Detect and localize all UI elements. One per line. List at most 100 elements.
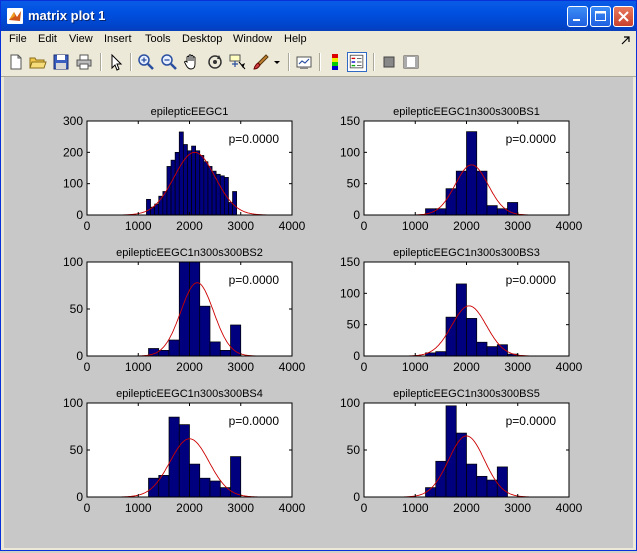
menu-window[interactable]: Window: [233, 33, 273, 45]
normal-fit-curve: [385, 435, 548, 498]
toolbar-separator: [373, 53, 375, 71]
menu-help[interactable]: Help: [284, 33, 307, 45]
histogram-bar: [435, 460, 447, 498]
save-icon[interactable]: [51, 52, 71, 72]
histogram-bar: [445, 316, 457, 357]
x-tick-label: 4000: [556, 501, 583, 515]
subplot-3: 0 1000 2000 3000 4000 0 50 100 epilepticEEGC1n30…: [63, 247, 306, 374]
figure-canvas[interactable]: 0 1000 2000 3000 4000 0 100 200 300 epilepticEEGC…: [4, 77, 633, 548]
p-value-annotation: p=0.0000: [506, 132, 557, 146]
y-tick-label: 0: [76, 208, 83, 222]
x-tick-label: 0: [361, 501, 368, 515]
x-tick-label: 4000: [279, 501, 306, 515]
y-tick-label: 50: [347, 318, 361, 332]
histogram-bar: [476, 341, 488, 357]
menu-bar: File Edit View Insert Tools Desktop Wind…: [1, 31, 636, 49]
rotate-3d-icon[interactable]: [205, 52, 225, 72]
histogram-bar: [178, 424, 190, 498]
menu-edit[interactable]: Edit: [38, 33, 57, 45]
close-button[interactable]: [613, 6, 634, 27]
histogram-bar: [189, 261, 201, 357]
zoom-out-icon[interactable]: [159, 52, 179, 72]
y-tick-label: 0: [353, 490, 360, 504]
subplot-4: 0 1000 2000 3000 4000 0 50 100 150 epilepticEEGC1…: [340, 247, 583, 374]
x-tick-label: 3000: [504, 360, 531, 374]
brush-dropdown-icon[interactable]: [271, 52, 283, 72]
normal-fit-curve: [101, 438, 278, 498]
y-tick-label: 150: [340, 114, 360, 128]
subplot-title: epilepticEEGC1n300s300BS1: [393, 106, 540, 118]
brush-icon[interactable]: [251, 52, 271, 72]
histogram-bar: [146, 198, 151, 216]
histogram-bar: [187, 150, 192, 216]
subplot-title: epilepticEEGC1n300s300BS4: [116, 388, 263, 400]
histogram-bar: [476, 475, 488, 498]
histogram-bar: [476, 170, 488, 216]
minimize-icon: [573, 19, 580, 21]
y-tick-label: 100: [63, 255, 83, 269]
data-cursor-icon[interactable]: [228, 52, 248, 72]
histogram-bar: [195, 150, 201, 216]
open-file-icon[interactable]: [28, 52, 48, 72]
normal-fit-curve: [397, 164, 546, 216]
y-tick-label: 100: [340, 286, 360, 300]
y-tick-label: 0: [353, 208, 360, 222]
histogram-bar: [209, 341, 221, 357]
histogram-bar: [199, 305, 211, 357]
y-tick-label: 100: [340, 145, 360, 159]
normal-fit-curve: [390, 305, 548, 357]
title-bar[interactable]: matrix plot 1: [1, 1, 636, 31]
p-value-annotation: p=0.0000: [229, 273, 280, 287]
close-icon: [618, 11, 629, 22]
histogram-bar: [486, 205, 498, 216]
x-tick-label: 3000: [504, 219, 531, 233]
x-tick-label: 1000: [125, 360, 152, 374]
print-icon[interactable]: [74, 52, 94, 72]
x-tick-label: 0: [361, 360, 368, 374]
y-tick-label: 50: [347, 443, 361, 457]
x-tick-label: 1000: [402, 360, 429, 374]
histogram-bar: [178, 261, 190, 357]
y-tick-label: 50: [70, 443, 84, 457]
histogram-bar: [191, 145, 197, 216]
subplot-title: epilepticEEGC1n300s300BS5: [393, 388, 540, 400]
p-value-annotation: p=0.0000: [229, 132, 280, 146]
zoom-in-icon[interactable]: [136, 52, 156, 72]
x-tick-label: 3000: [227, 501, 254, 515]
subplot-title: epilepticEEGC1n300s300BS2: [116, 247, 263, 259]
window-title: matrix plot 1: [28, 8, 106, 23]
hide-plot-tools-icon[interactable]: [379, 52, 399, 72]
toolbar-separator: [319, 53, 321, 71]
histogram-bar: [199, 155, 205, 216]
histogram-bar: [178, 131, 184, 216]
edit-plot-arrow-icon[interactable]: [106, 52, 126, 72]
new-figure-icon[interactable]: [6, 52, 26, 72]
histogram-bar: [228, 202, 233, 216]
menu-tools[interactable]: Tools: [145, 33, 171, 45]
pan-hand-icon[interactable]: [182, 52, 202, 72]
minimize-button[interactable]: [567, 6, 588, 27]
colorbar-icon[interactable]: [325, 52, 345, 72]
x-tick-label: 0: [84, 360, 91, 374]
subplot-title: epilepticEEGC1n300s300BS3: [393, 247, 540, 259]
normal-fit-curve: [102, 151, 287, 216]
link-plot-icon[interactable]: [294, 52, 314, 72]
legend-icon[interactable]: [347, 52, 367, 72]
y-tick-label: 100: [340, 396, 360, 410]
show-plot-tools-icon[interactable]: [401, 52, 421, 72]
menu-desktop[interactable]: Desktop: [182, 33, 223, 45]
histogram-bar: [219, 350, 231, 357]
y-tick-label: 100: [63, 396, 83, 410]
menu-view[interactable]: View: [69, 33, 93, 45]
dock-arrow-icon[interactable]: [621, 35, 631, 45]
x-tick-label: 3000: [227, 219, 254, 233]
menu-file[interactable]: File: [9, 33, 27, 45]
histogram-bar: [166, 166, 172, 216]
histogram-bar: [219, 175, 225, 216]
maximize-button[interactable]: [590, 6, 611, 27]
y-tick-label: 100: [63, 177, 83, 191]
y-tick-label: 150: [340, 255, 360, 269]
menu-insert[interactable]: Insert: [104, 33, 132, 45]
y-tick-label: 200: [63, 145, 83, 159]
